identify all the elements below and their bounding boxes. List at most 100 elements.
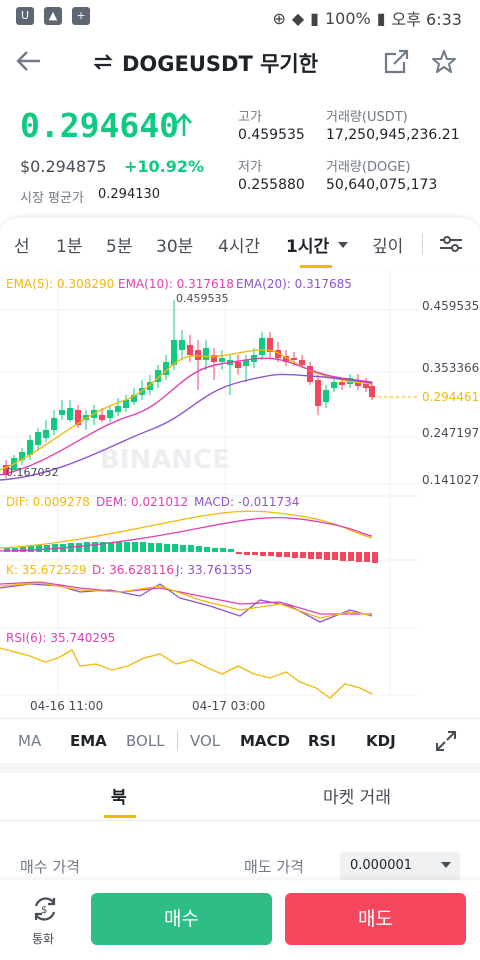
active-tab-indicator xyxy=(300,265,332,268)
candle-body xyxy=(35,432,41,445)
macd-bar xyxy=(228,549,234,552)
candle-body xyxy=(299,360,305,365)
candle-body xyxy=(131,395,137,402)
candle-body xyxy=(275,350,281,358)
macd-bar xyxy=(36,545,42,552)
candle-body xyxy=(259,338,265,355)
macd-bar xyxy=(284,552,290,557)
candle-body xyxy=(155,370,161,382)
star-icon[interactable] xyxy=(430,48,458,80)
axis-label-4: 0.141027 xyxy=(422,473,479,487)
candle-body xyxy=(163,362,169,375)
candle-body xyxy=(291,358,297,360)
indicator-macd[interactable]: MACD xyxy=(240,732,290,750)
tab-line[interactable]: 선 xyxy=(14,237,30,257)
macd-bar xyxy=(164,544,170,552)
macd-dem-line xyxy=(0,516,373,552)
candle-body xyxy=(363,384,369,388)
candle-body xyxy=(195,350,201,360)
candle-body xyxy=(99,415,105,420)
fullscreen-icon[interactable] xyxy=(434,729,458,757)
candle-body xyxy=(307,366,313,382)
currency-swap-label[interactable]: 통화 xyxy=(32,932,55,946)
macd-bar xyxy=(300,552,306,558)
macd-bar xyxy=(204,547,210,552)
page-title[interactable]: DOGEUSDT 무기한 xyxy=(122,52,319,76)
macd-bar xyxy=(180,545,186,552)
macd-bar xyxy=(236,552,242,554)
macd-bar xyxy=(244,552,250,555)
indicator-ma[interactable]: MA xyxy=(18,732,42,750)
indicator-vol[interactable]: VOL xyxy=(190,732,221,750)
indicator-rsi[interactable]: RSI xyxy=(308,732,336,750)
low-value: 0.255880 xyxy=(238,177,305,193)
volume-usdt-value: 17,250,945,236.21 xyxy=(326,127,460,143)
date-label-2: 04-17 03:00 xyxy=(192,699,265,713)
macd-bar xyxy=(324,552,330,560)
buy-button[interactable]: 매수 xyxy=(91,893,272,945)
macd-dem-legend: DEM: 0.021012 xyxy=(96,495,188,509)
external-link-icon[interactable] xyxy=(382,48,410,80)
caret-down-icon[interactable] xyxy=(337,235,349,254)
macd-bar xyxy=(108,542,114,552)
tab-depth[interactable]: 깊이 xyxy=(372,237,404,257)
macd-bar xyxy=(292,552,298,558)
svg-text:$: $ xyxy=(41,905,47,916)
candle-body xyxy=(235,362,241,368)
chart-settings-icon[interactable] xyxy=(438,232,464,260)
candlestick-chart[interactable]: BINANCE EMA(5): 0.308290 EMA(10): 0.3176… xyxy=(0,270,480,718)
currency-swap-icon[interactable]: $ xyxy=(30,894,60,928)
tab-5m[interactable]: 5분 xyxy=(106,237,133,257)
macd-bar xyxy=(260,552,266,556)
candle-body xyxy=(19,452,25,460)
candle-body xyxy=(323,390,329,402)
candle-body xyxy=(331,382,337,388)
macd-bar xyxy=(372,552,378,563)
book-tabs-border xyxy=(0,820,480,821)
sell-button[interactable]: 매도 xyxy=(285,893,466,945)
candle-body xyxy=(179,340,185,350)
price-up-arrow-icon xyxy=(174,112,194,142)
sell-price-header: 매도 가격 xyxy=(244,858,304,876)
ema20-line xyxy=(0,373,373,481)
battery-saver-icon: + xyxy=(72,7,90,25)
macd-bar xyxy=(196,546,202,552)
macd-bar xyxy=(332,552,338,560)
section-gap xyxy=(0,763,480,773)
precision-value: 0.000001 xyxy=(350,858,413,873)
back-arrow-icon[interactable] xyxy=(14,46,44,76)
swap-contract-icon[interactable] xyxy=(92,51,114,77)
volume-doge-value: 50,640,075,173 xyxy=(326,177,438,193)
macd-bar xyxy=(100,542,106,552)
precision-dropdown[interactable]: 0.000001 xyxy=(340,852,460,880)
macd-dif-legend: DIF: 0.009278 xyxy=(6,495,90,509)
kdj-d-legend: D: 36.628116 xyxy=(92,563,174,577)
macd-bar xyxy=(364,552,370,562)
tab-1h[interactable]: 1시간 xyxy=(286,237,330,257)
tab-market-trades[interactable]: 마켓 거래 xyxy=(323,788,391,808)
book-tab-indicator xyxy=(104,815,136,818)
kdj-d-line xyxy=(0,581,372,615)
battery-level: 100% xyxy=(324,8,371,28)
indicator-boll[interactable]: BOLL xyxy=(126,732,165,750)
indicator-bar: MA EMA BOLL VOL MACD RSI KDJ xyxy=(0,718,480,764)
candle-body xyxy=(203,348,209,360)
ema10-legend: EMA(10): 0.317618 xyxy=(118,277,234,291)
candle-body xyxy=(171,340,177,365)
candle-body xyxy=(339,382,345,385)
mark-price-label: 시장 평균가 xyxy=(20,191,84,206)
wifi-icon: ◆ xyxy=(291,8,305,28)
macd-bar xyxy=(172,544,178,552)
indicator-kdj[interactable]: KDJ xyxy=(366,732,396,750)
chart-area[interactable]: BINANCE EMA(5): 0.308290 EMA(10): 0.3176… xyxy=(0,270,480,718)
header: DOGEUSDT 무기한 xyxy=(0,34,480,92)
image-notification-icon: ▲ xyxy=(44,7,62,25)
tab-1m[interactable]: 1분 xyxy=(56,237,83,257)
candle-body xyxy=(369,386,375,397)
tab-order-book[interactable]: 북 xyxy=(111,788,127,808)
ema5-legend: EMA(5): 0.308290 xyxy=(6,277,114,291)
tab-30m[interactable]: 30분 xyxy=(156,237,194,257)
indicator-ema[interactable]: EMA xyxy=(70,732,107,750)
tabs-divider xyxy=(422,234,423,254)
tab-4h[interactable]: 4시간 xyxy=(218,237,261,257)
